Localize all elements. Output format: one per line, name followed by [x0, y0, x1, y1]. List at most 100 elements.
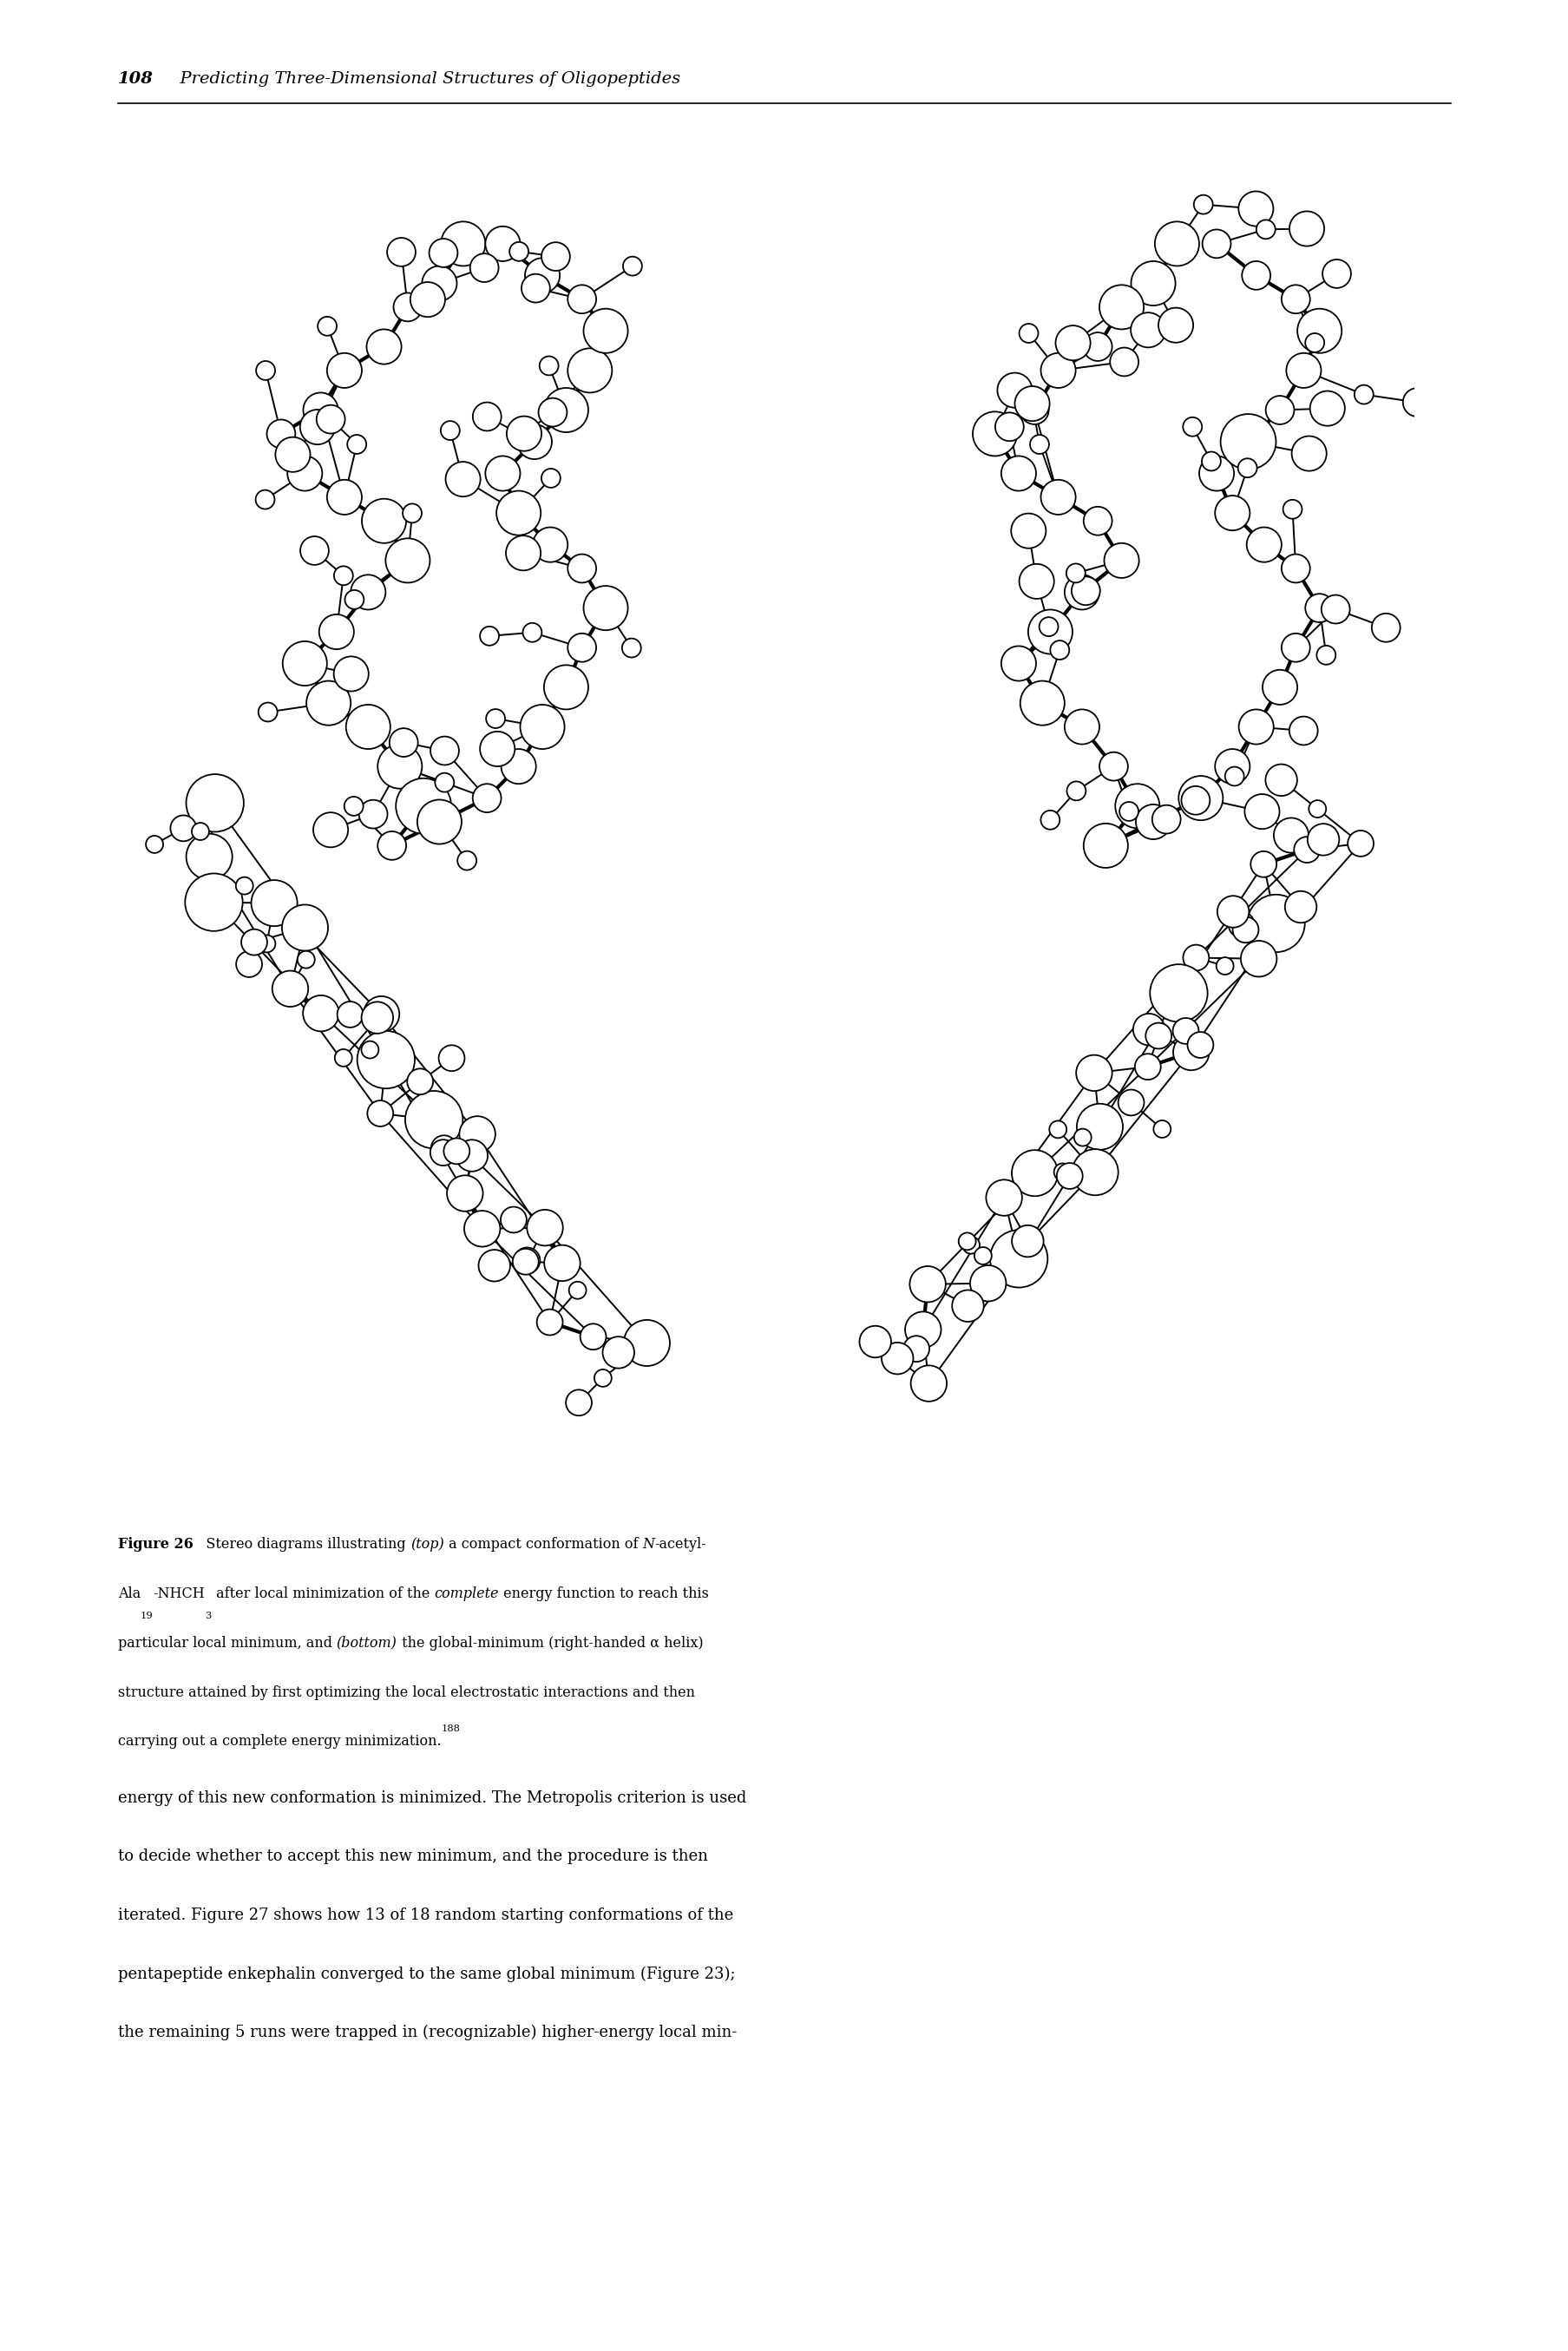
Circle shape — [187, 835, 232, 879]
Circle shape — [1225, 766, 1243, 785]
Circle shape — [1322, 259, 1350, 289]
Circle shape — [1019, 682, 1065, 724]
Circle shape — [1281, 555, 1309, 583]
Circle shape — [1305, 595, 1333, 623]
Circle shape — [1306, 823, 1339, 856]
Circle shape — [994, 411, 1024, 442]
Circle shape — [318, 614, 354, 649]
Circle shape — [536, 1310, 563, 1335]
Circle shape — [538, 397, 566, 426]
Circle shape — [1320, 595, 1348, 623]
Circle shape — [972, 411, 1016, 456]
Circle shape — [445, 461, 480, 496]
Text: the remaining 5 runs were trapped in (recognizable) higher-energy local min-: the remaining 5 runs were trapped in (re… — [118, 2024, 735, 2041]
Text: structure attained by first optimizing the local electrostatic interactions and : structure attained by first optimizing t… — [118, 1686, 695, 1700]
Circle shape — [444, 1138, 469, 1164]
Circle shape — [326, 480, 362, 515]
Circle shape — [367, 1100, 394, 1126]
Text: Figure 26: Figure 26 — [118, 1538, 193, 1552]
Circle shape — [961, 1237, 978, 1253]
Circle shape — [1173, 1018, 1198, 1044]
Circle shape — [237, 952, 262, 978]
Text: -NHCH: -NHCH — [154, 1587, 205, 1601]
Circle shape — [517, 423, 552, 458]
Circle shape — [303, 393, 337, 428]
Circle shape — [256, 489, 274, 510]
Circle shape — [282, 905, 328, 950]
Circle shape — [1038, 618, 1058, 637]
Circle shape — [259, 703, 278, 722]
Circle shape — [411, 282, 445, 317]
Circle shape — [191, 823, 209, 839]
Circle shape — [347, 705, 390, 750]
Circle shape — [1193, 195, 1212, 214]
Circle shape — [1240, 940, 1276, 976]
Circle shape — [1118, 1089, 1143, 1114]
Circle shape — [544, 388, 588, 433]
Circle shape — [395, 778, 452, 835]
Circle shape — [1011, 1225, 1043, 1258]
Circle shape — [1242, 261, 1270, 289]
Text: 188: 188 — [441, 1723, 459, 1733]
Circle shape — [1011, 1150, 1057, 1197]
Circle shape — [1104, 543, 1138, 578]
Circle shape — [1019, 395, 1047, 423]
Text: 108: 108 — [118, 71, 154, 87]
Circle shape — [1187, 1032, 1212, 1058]
Circle shape — [394, 294, 422, 322]
Circle shape — [241, 929, 267, 955]
Text: N: N — [643, 1538, 654, 1552]
Circle shape — [359, 799, 387, 828]
Text: complete: complete — [434, 1587, 499, 1601]
Circle shape — [1151, 804, 1181, 835]
Circle shape — [911, 1366, 946, 1401]
Circle shape — [389, 729, 417, 757]
Circle shape — [505, 536, 541, 571]
Circle shape — [583, 585, 627, 630]
Text: pentapeptide enkephalin converged to the same global minimum (Figure 23);: pentapeptide enkephalin converged to the… — [118, 1965, 735, 1982]
Circle shape — [566, 1389, 591, 1415]
Circle shape — [1237, 190, 1273, 226]
Circle shape — [1000, 647, 1035, 682]
Circle shape — [1065, 710, 1099, 745]
Circle shape — [267, 418, 295, 449]
Circle shape — [1157, 308, 1193, 343]
Circle shape — [485, 226, 521, 261]
Text: 3: 3 — [205, 1610, 212, 1620]
Circle shape — [514, 1248, 539, 1274]
Text: 19: 19 — [141, 1610, 154, 1620]
Circle shape — [1237, 458, 1256, 477]
Circle shape — [1030, 435, 1049, 454]
Circle shape — [146, 835, 163, 853]
Circle shape — [521, 705, 564, 750]
Circle shape — [1132, 1013, 1163, 1046]
Circle shape — [580, 1324, 605, 1349]
Circle shape — [1055, 324, 1090, 360]
Circle shape — [1273, 818, 1308, 853]
Circle shape — [345, 590, 364, 609]
Circle shape — [1250, 851, 1276, 877]
Circle shape — [171, 816, 196, 842]
Circle shape — [362, 498, 406, 543]
Circle shape — [1019, 564, 1054, 600]
Circle shape — [1040, 811, 1058, 830]
Circle shape — [881, 1342, 913, 1375]
Circle shape — [485, 456, 521, 491]
Circle shape — [1066, 781, 1085, 799]
Circle shape — [624, 1319, 670, 1366]
Circle shape — [480, 625, 499, 647]
Text: -acetyl-: -acetyl- — [654, 1538, 706, 1552]
Text: iterated. Figure 27 shows how 13 of 18 random starting conformations of the: iterated. Figure 27 shows how 13 of 18 r… — [118, 1907, 732, 1923]
Circle shape — [282, 642, 326, 686]
Circle shape — [905, 1312, 941, 1347]
Text: Predicting Three-Dimensional Structures of Oligopeptides: Predicting Three-Dimensional Structures … — [169, 71, 681, 87]
Circle shape — [1402, 388, 1430, 416]
Circle shape — [361, 1041, 378, 1058]
Circle shape — [1040, 480, 1076, 515]
Circle shape — [1353, 386, 1372, 404]
Circle shape — [459, 1117, 495, 1152]
Circle shape — [510, 242, 528, 261]
Circle shape — [403, 503, 422, 522]
Circle shape — [622, 256, 641, 275]
Circle shape — [500, 750, 536, 783]
